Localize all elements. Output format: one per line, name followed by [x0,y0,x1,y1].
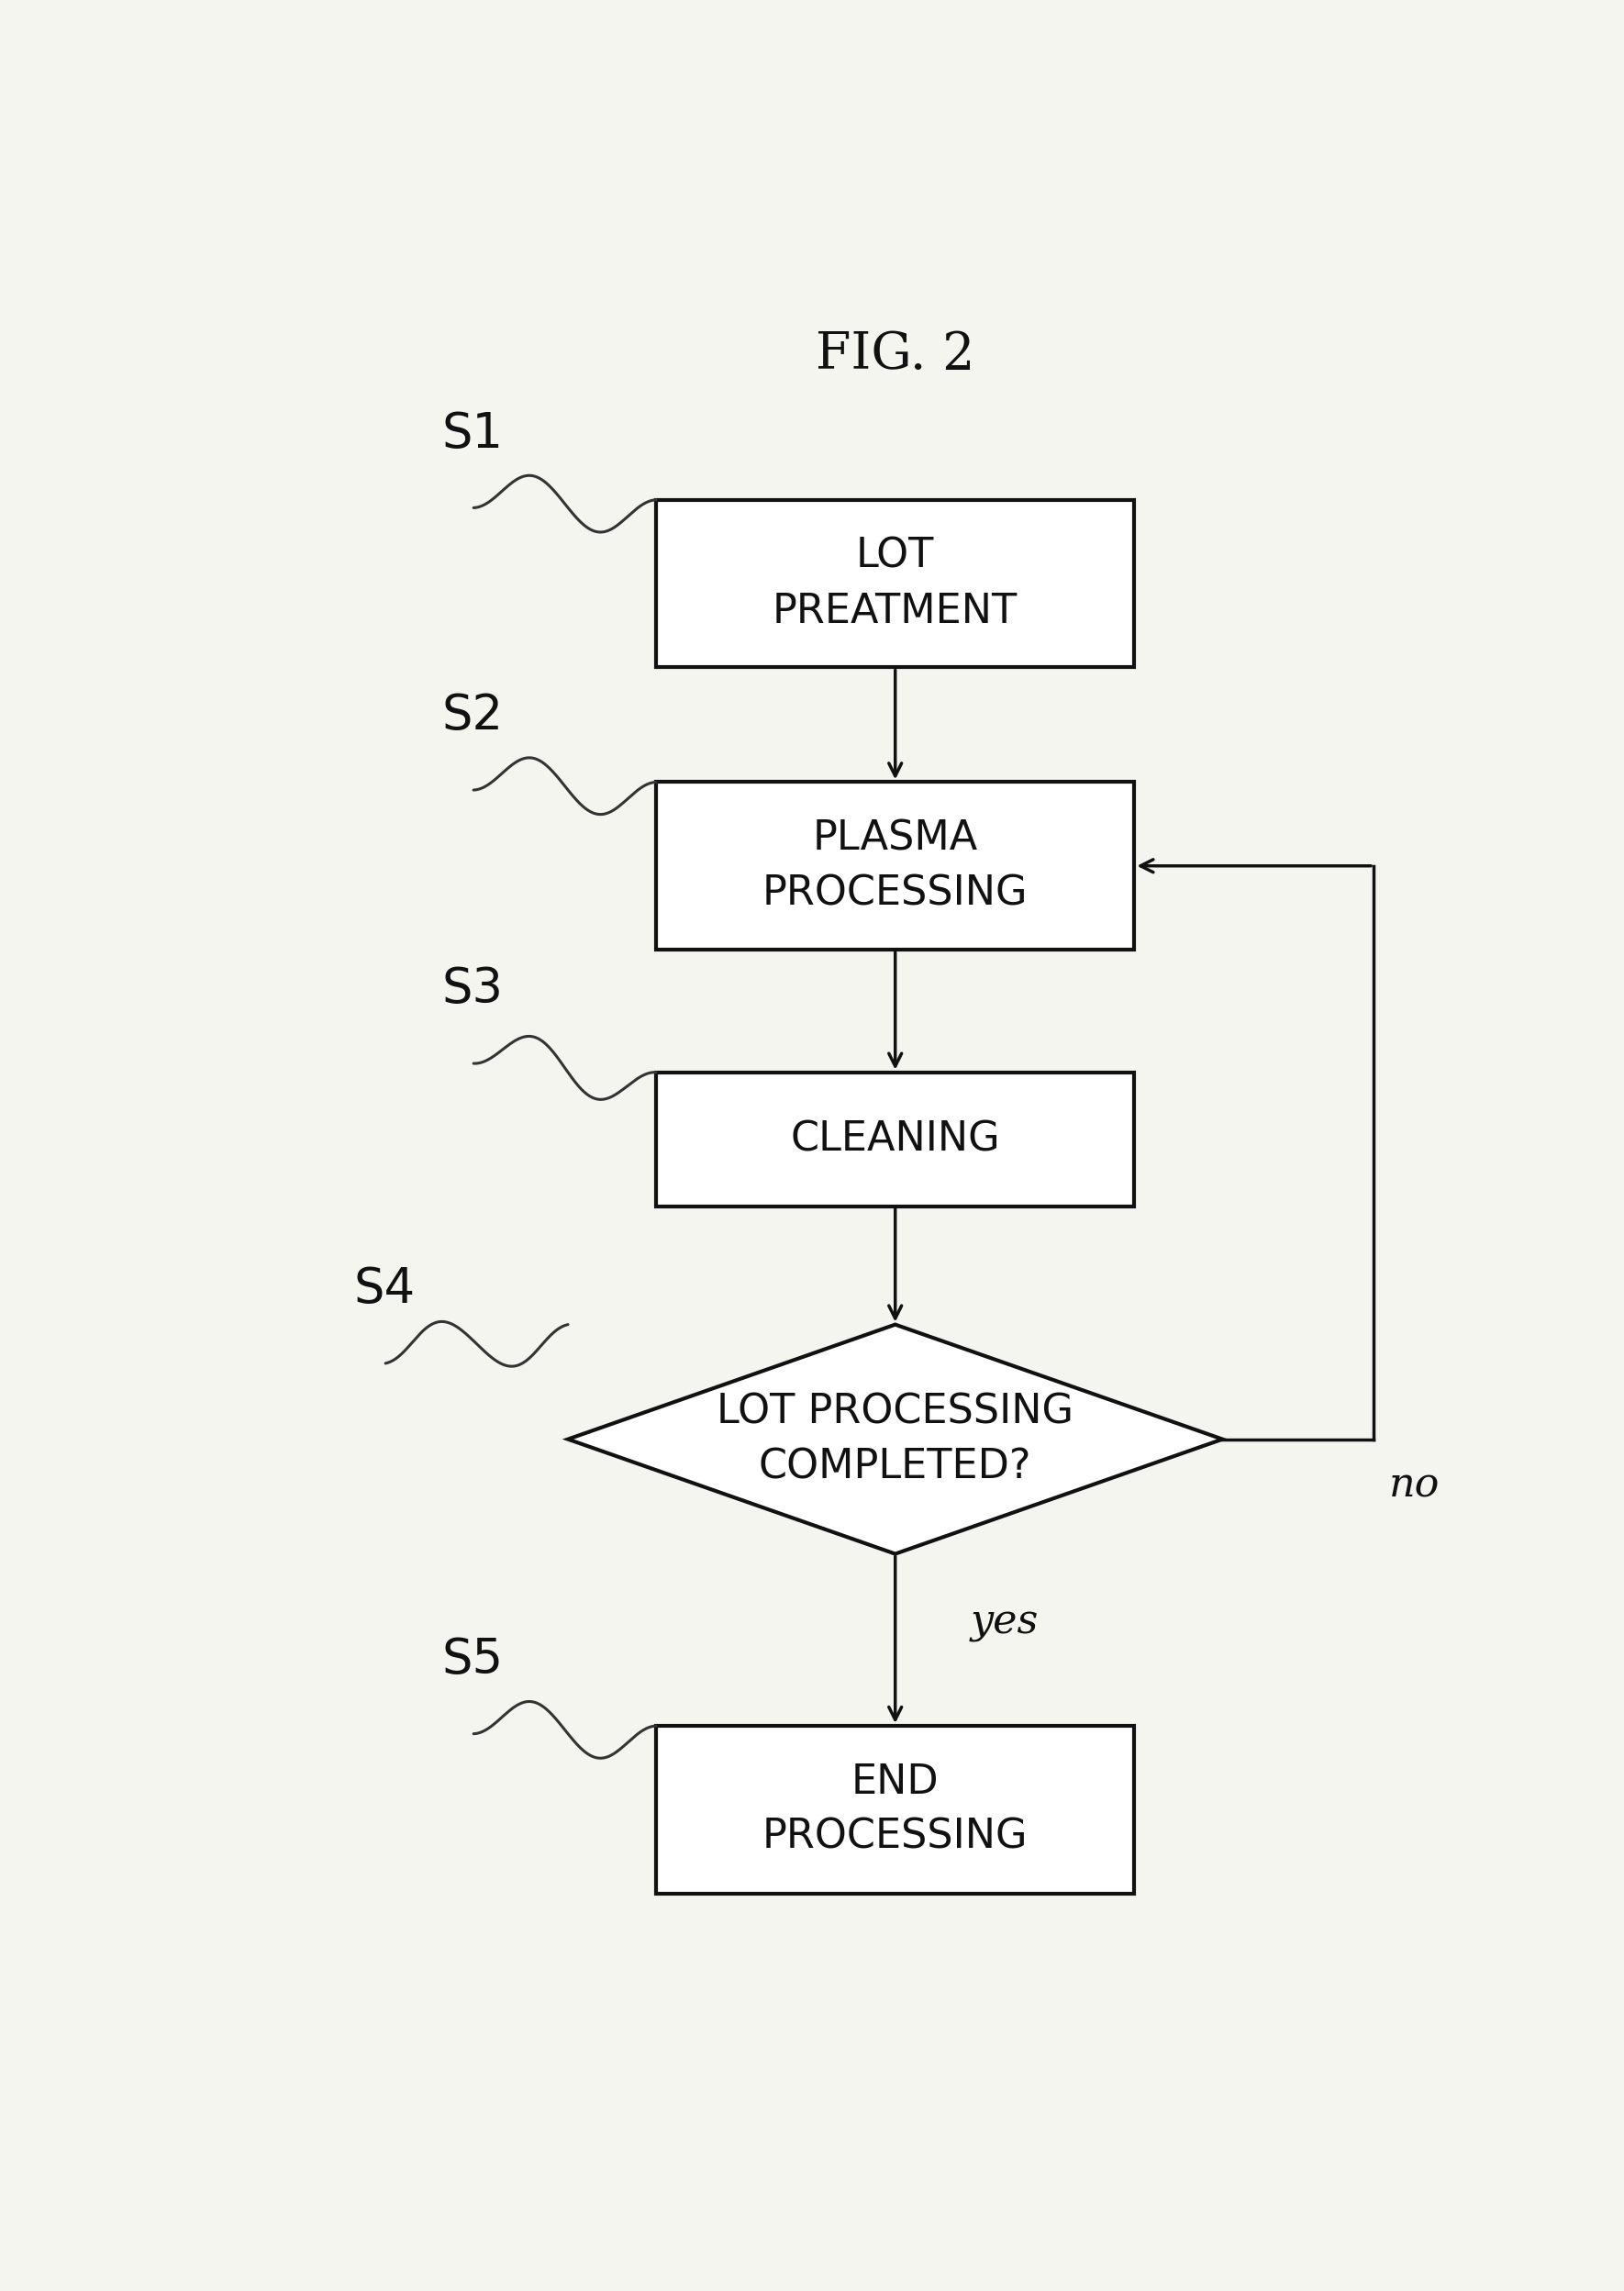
Text: yes: yes [971,1601,1039,1643]
Text: FIG. 2: FIG. 2 [815,330,974,380]
Text: S2: S2 [442,692,503,740]
Text: PLASMA
PROCESSING: PLASMA PROCESSING [762,818,1028,914]
Text: S4: S4 [354,1265,416,1313]
Bar [656,781,1134,951]
Text: LOT
PREATMENT: LOT PREATMENT [773,536,1018,630]
Bar [656,1725,1134,1892]
Text: no: no [1389,1466,1439,1505]
Text: S5: S5 [442,1636,503,1684]
Bar [656,499,1134,667]
Text: S3: S3 [442,965,503,1013]
Text: LOT PROCESSING
COMPLETED?: LOT PROCESSING COMPLETED? [716,1393,1073,1487]
Polygon shape [568,1324,1223,1553]
Text: S1: S1 [442,410,503,458]
Bar [656,1072,1134,1207]
Text: END
PROCESSING: END PROCESSING [762,1762,1028,1858]
Text: CLEANING: CLEANING [791,1120,1000,1159]
